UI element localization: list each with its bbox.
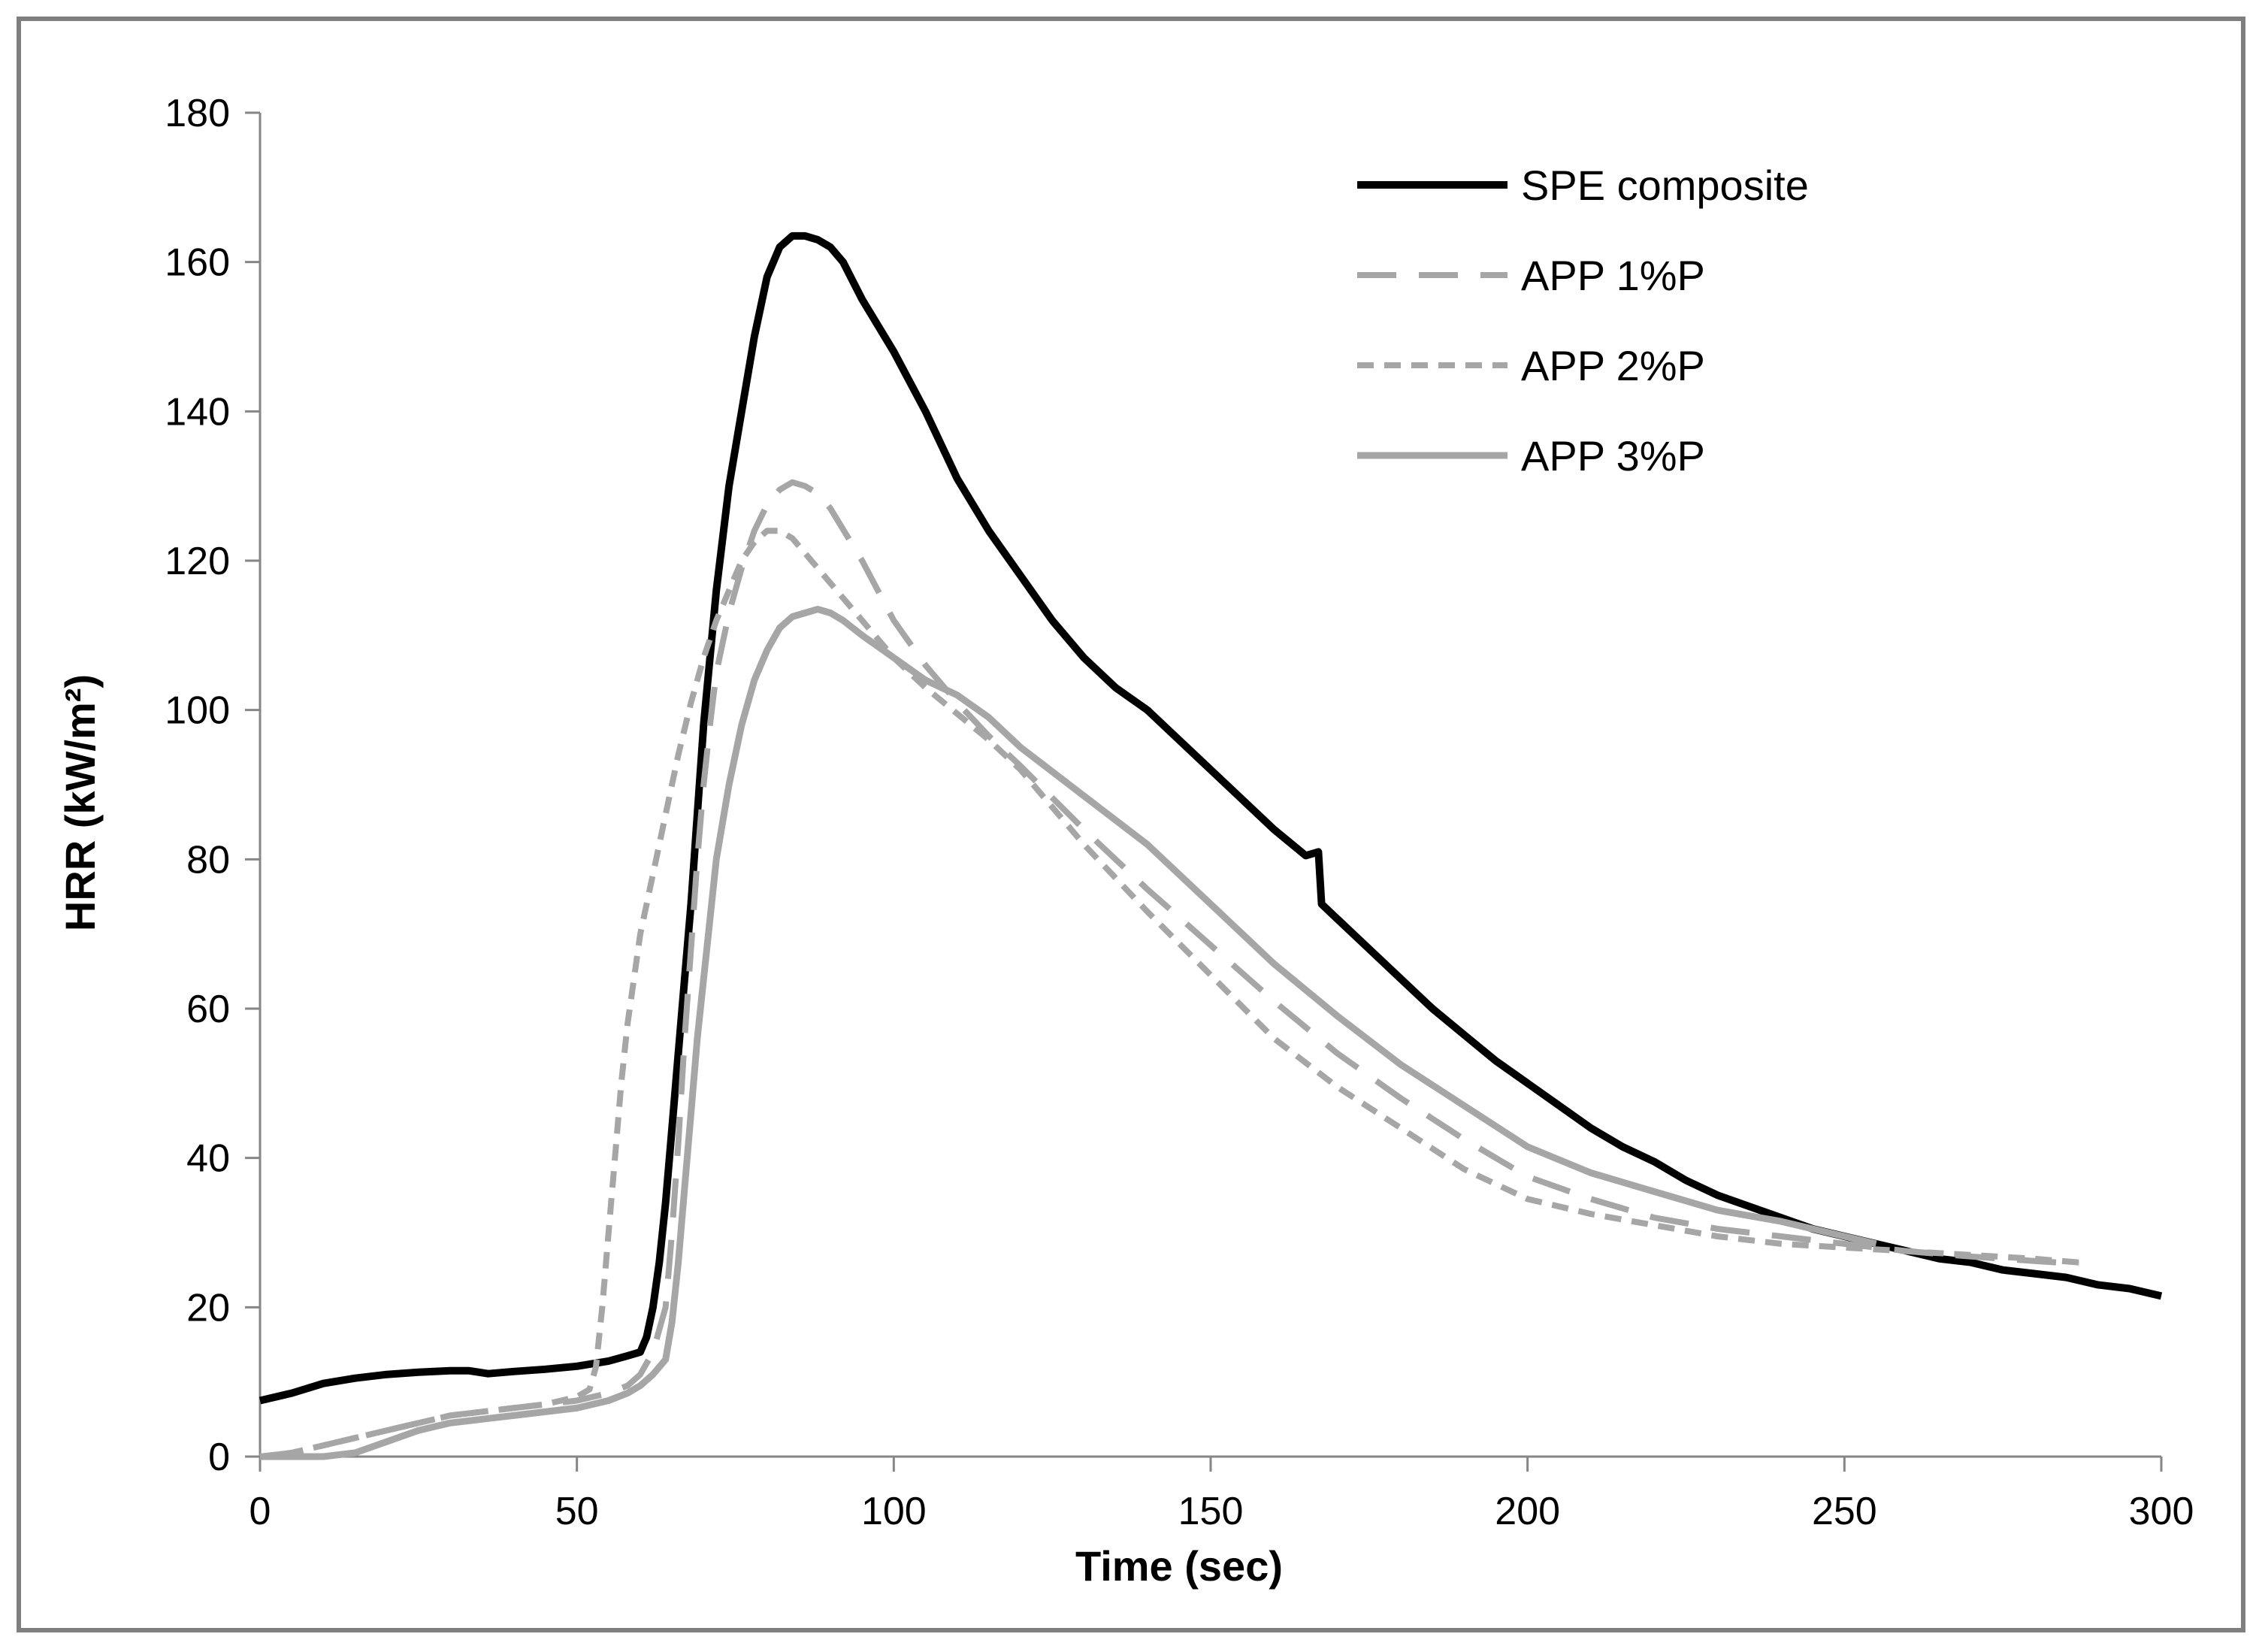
x-tick-label: 300: [2129, 1490, 2194, 1533]
series-line-app-3-p: [260, 606, 1877, 1460]
x-tick-label: 0: [249, 1490, 271, 1533]
y-tick-label: 20: [186, 1286, 230, 1330]
legend-label: SPE composite: [1521, 162, 1809, 209]
legend-label: APP 1%P: [1521, 252, 1705, 299]
y-tick-label: 120: [165, 540, 230, 583]
y-tick-label: 100: [165, 689, 230, 733]
x-tick-label: 150: [1178, 1490, 1244, 1533]
x-tick-label: 100: [861, 1490, 927, 1533]
y-tick-label: 40: [186, 1137, 230, 1181]
legend-label: APP 3%P: [1521, 432, 1705, 480]
series-line-spe-composite: [259, 231, 2163, 1405]
y-tick-label: 80: [186, 838, 230, 882]
y-tick-label: 180: [165, 92, 230, 135]
series-line-app-2-p: [259, 528, 2079, 1460]
y-tick-label: 60: [186, 988, 230, 1031]
x-tick-label: 50: [555, 1490, 599, 1533]
chart-frame: 0 20 40 60 80 100 120 140 160 180 0 50 100 150 200 250 3…: [17, 17, 2245, 1632]
x-tick-label: 200: [1495, 1490, 1560, 1533]
y-axis-title: HRR (kW/m²): [56, 674, 104, 931]
legend: SPE composite APP 1%P APP 2%P APP 3%P: [1357, 162, 1809, 480]
hrr-chart: 0 20 40 60 80 100 120 140 160 180 0 50 100 150 200 250 3…: [56, 92, 2194, 1590]
y-tick-label: 0: [208, 1436, 230, 1479]
x-tick-label: 250: [1812, 1490, 1877, 1533]
series-lines: [259, 231, 2163, 1460]
x-axis-title: Time (sec): [1075, 1542, 1283, 1590]
legend-label: APP 2%P: [1521, 342, 1705, 389]
y-tick-label: 140: [165, 390, 230, 434]
y-tick-label: 160: [165, 241, 230, 285]
tick-labels: 0 20 40 60 80 100 120 140 160 180 0 50 100 150 200 250 3…: [165, 92, 2194, 1533]
series-line-app-1-p: [259, 479, 2079, 1460]
axes: [245, 111, 2163, 1472]
